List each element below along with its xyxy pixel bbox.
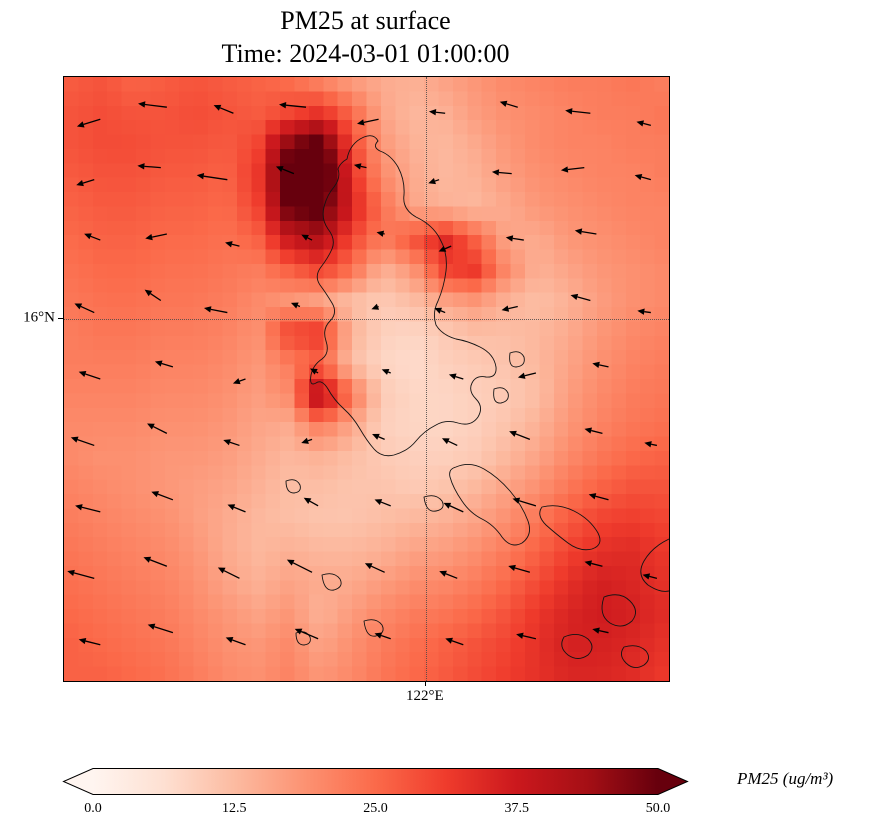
colorbar-tick-3: 37.5 — [504, 801, 530, 816]
chart-subtitle-time: Time: 2024-03-01 01:00:00 — [221, 39, 510, 69]
ytick-label-16n: 16°N — [23, 309, 55, 326]
map-plot-area — [63, 76, 670, 682]
island-marinduque — [321, 573, 342, 591]
coastline-layer — [285, 135, 669, 668]
chart-title-block: PM25 at surface Time: 2024-03-01 01:00:0… — [63, 4, 668, 71]
xtick-label-122e: 122°E — [405, 688, 444, 704]
island-catanduanes — [509, 351, 525, 368]
colorbar-gradient-bar — [62, 768, 689, 795]
colorbar: 0.0 12.5 25.0 37.5 50.0 — [62, 768, 689, 816]
colorbar-tick-1: 12.5 — [222, 801, 247, 816]
pm25-heatmap — [64, 77, 669, 681]
island-east — [539, 505, 601, 551]
colorbar-tick-2: 25.0 — [363, 801, 388, 816]
island-southeast-3 — [621, 645, 649, 668]
wind-quiver-layer — [67, 100, 658, 646]
luzon-coastline — [310, 135, 497, 457]
xtick-mark — [424, 681, 426, 686]
gridline-16n — [64, 319, 669, 321]
colorbar-label: PM25 (ug/m³) — [737, 769, 834, 788]
island-southeast-2 — [561, 634, 593, 659]
colorbar-tick-4: 50.0 — [645, 801, 671, 816]
island-south-center — [363, 619, 384, 637]
colorbar-shape — [62, 768, 689, 795]
island-southeast-1 — [601, 594, 636, 627]
island-masbate — [423, 495, 444, 512]
island-small-west — [285, 479, 301, 494]
coastline-and-quiver-overlay — [67, 100, 669, 668]
island-samar — [449, 464, 530, 546]
island-small-southwest — [295, 631, 311, 646]
colorbar-tick-0: 0.0 — [84, 801, 102, 816]
island-polillo — [493, 387, 509, 404]
chart-title: PM25 at surface — [280, 6, 451, 35]
coast-southeast-edge — [640, 538, 669, 592]
gridline-122e — [425, 77, 427, 681]
ytick-mark — [58, 318, 63, 320]
